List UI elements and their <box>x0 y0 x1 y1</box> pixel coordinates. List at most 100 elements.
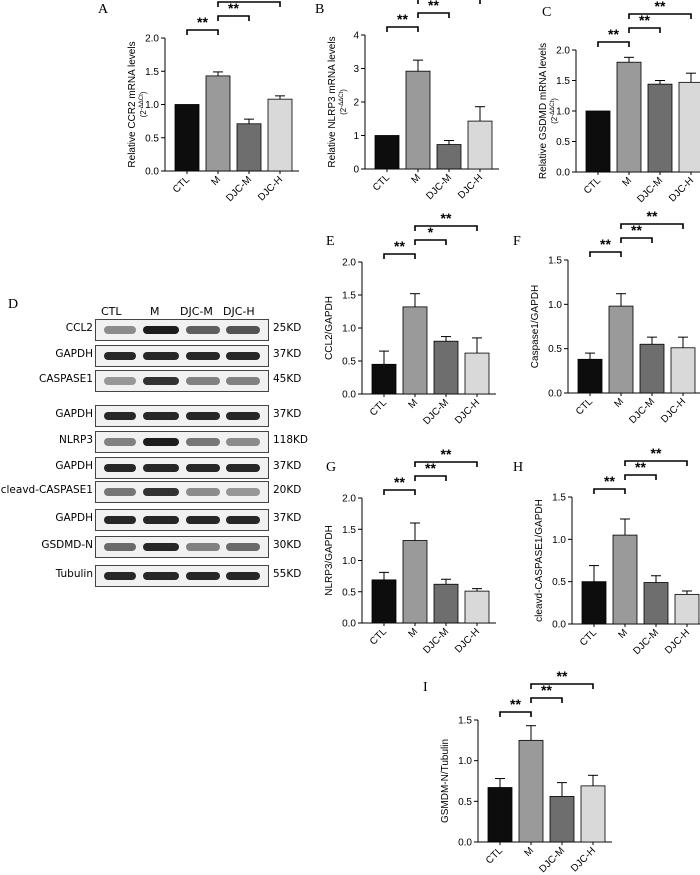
significance-bracket <box>499 711 532 717</box>
significance-label: ** <box>197 14 208 30</box>
blot-band <box>143 377 179 385</box>
bar-djc-h <box>464 352 490 395</box>
significance-bracket <box>383 253 416 259</box>
x-tick-label-m: M <box>522 845 536 859</box>
y-tick-label: 0.5 <box>342 357 356 368</box>
y-tick-label: 0.0 <box>458 838 472 849</box>
significance-label: ** <box>651 445 662 461</box>
blot-protein-label: GAPDH <box>55 348 93 360</box>
y-tick-label: 1.0 <box>552 535 566 546</box>
blot-band <box>104 543 136 551</box>
bar-ctl <box>371 579 397 624</box>
blot-size-label: 37KD <box>273 408 302 420</box>
panel-letter-D: D <box>8 297 19 312</box>
y-tick-label: 1 <box>353 131 359 142</box>
blot-band <box>104 464 136 472</box>
blot-band <box>226 352 260 360</box>
bar-djc-h <box>670 347 696 394</box>
y-axis-label: CCL2/GAPDH <box>324 296 335 360</box>
bar-ctl <box>581 581 607 625</box>
bar-m <box>608 305 634 394</box>
y-tick-label: 0.5 <box>548 344 562 355</box>
chart-svg: 0.0 0.5 1.0 1.5 CTL M DJC-M DJC-H ** ** ** Caspase1… <box>530 208 700 426</box>
blot-membrane <box>95 481 269 503</box>
significance-bracket <box>530 683 594 689</box>
blot-membrane <box>95 370 269 392</box>
bar-djc-h <box>464 590 490 624</box>
panel-letter-C: C <box>542 5 552 20</box>
blot-band <box>226 377 260 385</box>
blot-band <box>143 572 179 580</box>
bar-djc-h <box>267 98 293 172</box>
blot-size-label: 37KD <box>273 512 302 524</box>
blot-band <box>186 543 220 551</box>
blot-band <box>104 352 136 360</box>
x-tick-label-ctl: CTL <box>371 172 392 193</box>
blot-size-label: 37KD <box>273 460 302 472</box>
x-tick-label-m: M <box>406 626 420 640</box>
significance-label: ** <box>655 0 666 14</box>
x-tick-label-djc-h: DJC-H <box>453 397 482 426</box>
lane-label-m: M <box>150 305 160 318</box>
y-tick-label: 0.5 <box>458 797 472 808</box>
y-axis-label: Relative CCR2 mRNA levels <box>127 41 138 167</box>
significance-label: ** <box>541 682 552 698</box>
blot-band <box>104 572 136 580</box>
blot-band <box>226 488 260 496</box>
blot-band <box>186 516 220 524</box>
significance-bracket <box>624 460 688 466</box>
significance-label: ** <box>394 474 405 490</box>
blot-membrane <box>95 345 269 367</box>
y-axis-label: Relative GSDMD mRNA levels <box>538 43 549 179</box>
significance-label: ** <box>428 0 439 13</box>
significance-label: ** <box>631 222 642 238</box>
panel-letter-E: E <box>326 234 335 249</box>
bar-djc-m <box>433 340 459 395</box>
panel-letter-G: G <box>326 460 337 475</box>
significance-bracket <box>589 251 622 257</box>
significance-label: ** <box>647 208 658 224</box>
blot-membrane <box>95 565 269 587</box>
bar-m <box>518 739 544 843</box>
significance-label: * <box>428 224 434 240</box>
x-tick-label-djc-m: DJC-M <box>224 174 254 204</box>
y-tick-label: 1.5 <box>556 76 570 87</box>
bar-djc-h <box>678 81 700 173</box>
chart-svg: 0.0 0.5 1.0 1.5 2.0 CTL M DJC-M DJC-H ** ** ** NLRP3… <box>324 446 496 656</box>
blot-band <box>226 516 260 524</box>
bar-chart-c: C 0.0 0.5 1.0 1.5 2.0 CTL M DJC-M DJC-H ** ** ** Rela… <box>520 0 700 205</box>
significance-bracket <box>186 29 219 35</box>
blot-band <box>186 377 220 385</box>
blot-band <box>104 516 136 524</box>
blot-band <box>186 488 220 496</box>
chart-svg: 0.0 0.5 1.0 1.5 CTL M DJC-M DJC-H ** ** ** GSMDM-N/… <box>440 668 612 875</box>
western-blot-panel: D CTL M DJC-M DJC-H CCL2 25KD GAPDH 37KD CAS… <box>1 297 328 617</box>
x-tick-label-m: M <box>616 627 630 641</box>
bar-ctl <box>374 135 400 170</box>
x-tick-label-ctl: CTL <box>484 845 505 866</box>
blot-band <box>226 412 260 420</box>
y-tick-label: 1.5 <box>145 67 159 78</box>
x-tick-label-djc-m: DJC-M <box>421 397 451 427</box>
bar-ctl <box>487 787 513 843</box>
y-axis-label: NLRP3/GAPDH <box>324 525 335 596</box>
bar-djc-m <box>647 83 673 173</box>
y-axis-label: Relative NLRP3 mRNA levels <box>327 36 338 167</box>
x-tick-label-djc-h: DJC-H <box>663 627 692 656</box>
panel-letter-I: I <box>423 680 428 695</box>
significance-label: ** <box>557 668 568 684</box>
x-tick-label-ctl: CTL <box>574 396 595 417</box>
bar-djc-m <box>436 144 462 170</box>
bar-m <box>616 61 642 173</box>
blot-membrane <box>95 457 269 479</box>
x-tick-label-djc-h: DJC-H <box>456 172 485 201</box>
x-tick-label-m: M <box>612 396 626 410</box>
y-axis-label: cleavd-CASPASE1/GAPDH <box>534 499 545 622</box>
bar-djc-m <box>236 123 262 172</box>
blot-band <box>186 352 220 360</box>
y-tick-label: 0.5 <box>342 587 356 598</box>
significance-label: ** <box>635 459 646 475</box>
significance-label: ** <box>510 696 521 712</box>
